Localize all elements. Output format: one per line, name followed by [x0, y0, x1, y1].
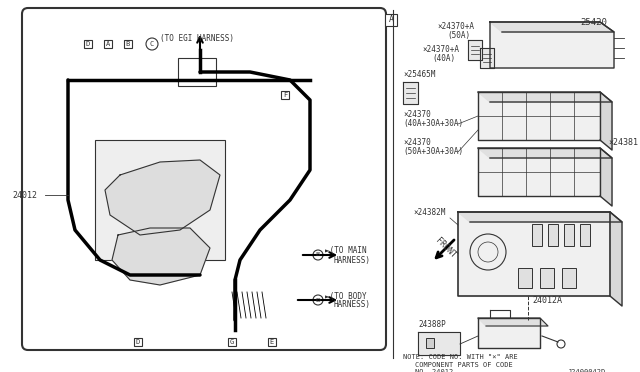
Polygon shape: [478, 92, 612, 102]
Bar: [580, 224, 590, 246]
Polygon shape: [600, 148, 612, 206]
Text: D: D: [86, 41, 90, 47]
Polygon shape: [490, 22, 614, 32]
Bar: [84, 40, 92, 48]
Bar: [95, 140, 225, 260]
Polygon shape: [610, 212, 622, 306]
Polygon shape: [478, 318, 548, 326]
Text: 24012A: 24012A: [532, 296, 562, 305]
Text: (40A+30A+30A): (40A+30A+30A): [403, 119, 463, 128]
Polygon shape: [112, 228, 210, 285]
Bar: [562, 268, 576, 288]
Text: ×24370: ×24370: [403, 110, 431, 119]
Text: J2400042D: J2400042D: [568, 369, 606, 372]
Polygon shape: [458, 212, 610, 296]
Text: 24388P: 24388P: [418, 320, 445, 329]
Text: ×24370+A: ×24370+A: [422, 45, 459, 54]
Text: ×24382M: ×24382M: [413, 208, 445, 217]
Text: ×24370: ×24370: [403, 138, 431, 147]
Text: C: C: [150, 41, 154, 47]
Bar: [426, 338, 434, 348]
Bar: [518, 268, 532, 288]
Polygon shape: [478, 148, 600, 196]
Text: E: E: [270, 339, 274, 345]
FancyBboxPatch shape: [22, 8, 386, 350]
Bar: [124, 40, 132, 48]
Bar: [385, 14, 397, 26]
Bar: [548, 224, 558, 246]
Text: G: G: [230, 339, 234, 345]
Text: D: D: [316, 298, 321, 302]
Bar: [134, 338, 142, 346]
Polygon shape: [403, 82, 418, 104]
Text: ►(TO MAIN: ►(TO MAIN: [325, 247, 367, 256]
Bar: [540, 268, 554, 288]
Polygon shape: [478, 148, 612, 158]
Text: ×24370+A: ×24370+A: [437, 22, 474, 31]
Text: FRONT: FRONT: [434, 236, 458, 260]
Text: ×25465M: ×25465M: [403, 70, 435, 79]
Text: F: F: [283, 92, 287, 98]
Polygon shape: [478, 318, 540, 348]
Bar: [104, 40, 112, 48]
Text: (TO EGI HARNESS): (TO EGI HARNESS): [160, 33, 234, 42]
Polygon shape: [458, 212, 622, 222]
Text: ►(TO BODY: ►(TO BODY: [325, 292, 367, 301]
Text: (50A): (50A): [447, 31, 470, 40]
Text: B: B: [316, 253, 320, 257]
Text: D: D: [136, 339, 140, 345]
Bar: [178, 58, 216, 86]
Bar: [532, 224, 542, 246]
Text: 24012: 24012: [12, 190, 37, 199]
Text: NOTE: CODE NO. WITH "×" ARE: NOTE: CODE NO. WITH "×" ARE: [403, 354, 518, 360]
Polygon shape: [105, 160, 220, 235]
Bar: [228, 338, 236, 346]
Polygon shape: [600, 92, 612, 150]
Polygon shape: [468, 40, 482, 60]
Text: HARNESS): HARNESS): [333, 256, 370, 264]
Bar: [564, 224, 574, 246]
Bar: [281, 91, 289, 99]
Text: NO. 24012.: NO. 24012.: [415, 369, 458, 372]
Text: COMPONENT PARTS OF CODE: COMPONENT PARTS OF CODE: [415, 362, 513, 368]
Polygon shape: [490, 22, 614, 68]
Text: A: A: [106, 41, 110, 47]
Text: (50A+30A+30A): (50A+30A+30A): [403, 147, 463, 156]
Text: B: B: [126, 41, 130, 47]
Bar: [268, 338, 276, 346]
Text: ×24381: ×24381: [608, 138, 638, 147]
Polygon shape: [478, 92, 600, 140]
Text: A: A: [388, 16, 394, 25]
Text: HARNESS): HARNESS): [333, 301, 370, 310]
Polygon shape: [480, 48, 494, 68]
Text: 25420: 25420: [580, 18, 607, 27]
Polygon shape: [418, 332, 460, 355]
Text: (40A): (40A): [432, 54, 455, 63]
